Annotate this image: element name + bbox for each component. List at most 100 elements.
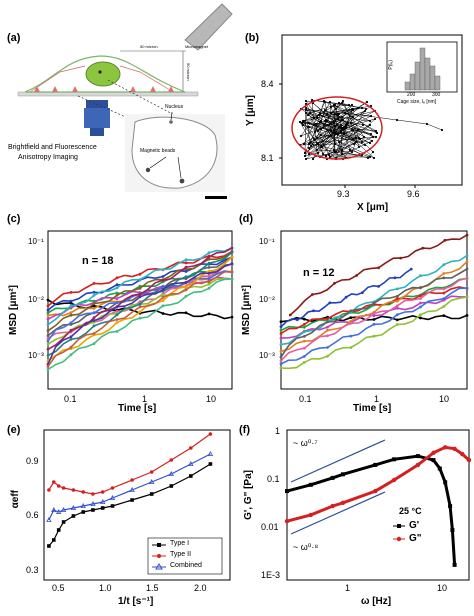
msd-point (161, 275, 165, 278)
trajectory-point (312, 116, 316, 120)
panel-c: (c) n = 18 10⁻¹ 10⁻² 10⁻³ 0.1 1 10 Time … (0, 205, 237, 414)
trajectory-point (342, 127, 346, 131)
msd-point (361, 291, 364, 294)
trajectory-point (347, 103, 351, 107)
e-ylabel: αeff (10, 490, 21, 509)
msd-point (184, 288, 188, 292)
modulus-point (373, 462, 378, 467)
msd-point (355, 274, 358, 277)
trajectory-point (303, 154, 307, 158)
trajectory-point (368, 123, 372, 127)
c-xtick-2: 1 (142, 394, 148, 404)
msd-point (349, 316, 353, 319)
msd-point (92, 302, 96, 305)
e-xtick-3: 1.5 (146, 583, 159, 593)
msd-point (184, 270, 188, 273)
b-xlabel: X [μm] (357, 202, 389, 213)
alpha-point (109, 494, 116, 500)
modulus-point (415, 462, 421, 468)
alpha-point (100, 506, 105, 510)
trajectory-point (323, 100, 327, 104)
msd-point (326, 334, 329, 338)
msd-point (46, 347, 50, 351)
modulus-point (308, 482, 313, 487)
e-ytick-3: 0.3 (26, 565, 39, 575)
modulus-point (431, 458, 436, 463)
msd-point (279, 359, 283, 363)
beads-label: Magnetic beads (140, 148, 176, 154)
d-xlabel: Time [s] (353, 403, 392, 414)
objective-base (90, 128, 104, 136)
inset-histogram (404, 47, 441, 91)
trajectory-point (309, 144, 313, 148)
ruler-top-label: 50 micron (140, 44, 158, 49)
f-xtick-2: 10 (437, 583, 448, 593)
trajectory-point (357, 145, 361, 149)
msd-point (69, 304, 73, 308)
e-xtick-1: 0.5 (52, 583, 65, 593)
msd-point (442, 263, 446, 267)
alpha-point (56, 484, 61, 488)
msd-point (395, 294, 399, 298)
trajectory-point (349, 121, 353, 125)
trajectory-point (317, 113, 321, 117)
inset-ylabel: P(lₑ) (388, 60, 394, 70)
alpha-point (91, 508, 95, 512)
modulus-series (284, 445, 472, 567)
e-xtick-2: 1.0 (99, 583, 112, 593)
trajectory-point (299, 134, 303, 138)
trajectory-point (350, 150, 354, 154)
nucleus-label: Nucleus (165, 104, 184, 110)
msd-point (442, 287, 446, 291)
msd-point (92, 282, 96, 285)
cage-ellipse (291, 96, 383, 160)
trajectory-point (304, 157, 308, 161)
panel-e-label: (e) (7, 424, 21, 436)
msd-point (230, 277, 234, 281)
alpha-point (52, 480, 56, 484)
msd-point (46, 368, 50, 371)
msd-point (161, 288, 165, 292)
panel-b: (b) 9.3 9.6 8.4 8.1 X [μm] Y [μm] P(lₑ) … (237, 0, 474, 213)
msd-point (302, 330, 306, 334)
c-xtick-3: 10 (206, 394, 217, 404)
msd-point (184, 294, 188, 298)
msd-point (115, 293, 119, 297)
inset-xtick-1: 200 (407, 92, 416, 98)
msd-point (115, 297, 119, 300)
msd-point (419, 313, 422, 317)
msd-point (92, 307, 96, 310)
alpha-point (168, 470, 174, 476)
alpha-point (100, 490, 105, 494)
imaging-caption-1: Brightfield and Fluorescence (8, 144, 97, 151)
msd-point (465, 254, 469, 257)
trajectory-point (300, 121, 304, 125)
trajectory-point (332, 128, 336, 132)
f-legend-marker-1 (397, 524, 401, 528)
msd-point (377, 266, 380, 270)
trajectory-point (333, 150, 337, 154)
panel-d: (d) n = 12 10⁻¹ 10⁻² 10⁻³ 0.1 1 10 Time … (237, 205, 474, 414)
cell-nucleus (85, 61, 121, 87)
msd-point (302, 355, 306, 358)
msd-point (207, 282, 211, 286)
panel-e: (e) Type I Type II Combined 0.9 0.6 0.3 … (0, 410, 237, 611)
trajectory-point (333, 131, 337, 135)
msd-point (326, 328, 329, 332)
trajectory-point (308, 111, 312, 115)
imaging-caption-2: Anisotropy Imaging (18, 154, 78, 161)
trajectory-point (354, 136, 358, 140)
trajectory-point (344, 126, 348, 130)
msd-point (184, 281, 188, 284)
trajectory-point (335, 123, 339, 127)
trajectory-point (360, 106, 364, 110)
trajectory-point (315, 116, 319, 120)
trajectory-point (425, 122, 429, 126)
msd-point (161, 268, 165, 271)
trajectory-point (342, 132, 346, 136)
f-temperature: 25 °C (399, 506, 422, 516)
msd-point (138, 278, 142, 281)
msd-point (465, 276, 469, 280)
msd-point (399, 256, 403, 260)
msd-point (442, 276, 446, 280)
